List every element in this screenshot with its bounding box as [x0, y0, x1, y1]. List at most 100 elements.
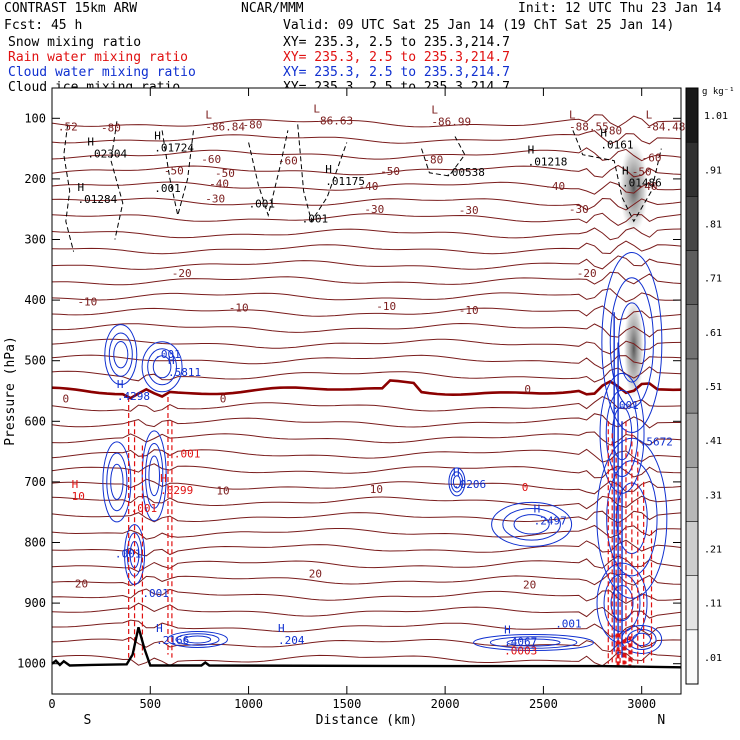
temperature-label: 20: [75, 578, 88, 591]
extremum-marker: H: [600, 127, 607, 140]
isotherm: [51, 510, 682, 524]
y-tick-label: 100: [24, 111, 46, 125]
isotherm: [51, 197, 682, 211]
x-end-label-south: S: [83, 713, 91, 728]
extremum-marker: H: [160, 472, 167, 485]
temperature-label: -10: [376, 300, 396, 313]
cloud-water-contour: [106, 452, 128, 512]
extremum-marker: H: [528, 144, 535, 157]
isotherm: [51, 240, 682, 255]
cloud-water-contour: [506, 638, 561, 647]
extremum-marker: L: [431, 104, 438, 117]
isotherm: [51, 478, 682, 495]
extremum-value: -86.99: [431, 116, 471, 129]
extremum-value: .4298: [117, 390, 150, 403]
cloud-water-contour: [450, 471, 464, 493]
colorbar-cell: [685, 141, 699, 197]
x-tick-label: 1000: [234, 697, 263, 711]
extremum-marker: L: [205, 108, 212, 121]
extremum-value: .001: [555, 617, 582, 630]
isotherm: [51, 271, 682, 286]
y-tick-label: 900: [24, 596, 46, 610]
extremum-marker: H: [278, 622, 285, 635]
field-label-cloud-water: Cloud water mixing ratio: [8, 65, 196, 80]
colorbar-cell: [685, 196, 699, 251]
colorbar-cell: [685, 358, 699, 414]
isotherm: [51, 651, 682, 667]
model-title: CONTRAST 15km ARW: [4, 1, 138, 16]
y-tick-label: 400: [24, 293, 46, 307]
isotherm: [51, 413, 681, 429]
y-tick-label: 300: [24, 233, 46, 247]
colorbar-tick-label: 1.01: [704, 111, 728, 122]
cloud-water-contours: [102, 252, 668, 658]
extremum-value: .0003: [504, 645, 537, 658]
snow-contour: [248, 130, 289, 218]
isotherm: [51, 602, 682, 622]
temperature-label: -20: [577, 267, 597, 280]
init-time: Init: 12 UTC Thu 23 Jan 14: [518, 1, 722, 16]
cloud-water-contour: [145, 442, 164, 509]
cloud-water-contour: [141, 341, 183, 393]
snow-contours: [63, 121, 662, 252]
extremum-value: .02304: [87, 148, 127, 161]
colorbar-cell: [685, 304, 699, 360]
field-xy-rain: XY= 235.3, 2.5 to 235.3,214.7: [283, 50, 510, 65]
cloud-water-contour: [102, 441, 132, 523]
temperature-label: -60: [201, 153, 221, 166]
extremum-value: .0299: [160, 484, 193, 497]
colorbar-tick-label: .71: [704, 274, 722, 285]
snow-contour: [110, 121, 124, 240]
y-axis-label: Pressure (hPa): [3, 336, 18, 446]
zero-isotherm: [51, 379, 682, 400]
isotherm: [51, 431, 682, 446]
terrain-line: [51, 626, 682, 669]
x-tick-label: 2500: [529, 697, 558, 711]
isotherm: [51, 588, 682, 604]
snow-contour: [63, 124, 75, 252]
colorbar-unit: g kg⁻¹: [702, 87, 735, 97]
isotherm: [51, 255, 682, 270]
colorbar-tick-label: .31: [704, 490, 722, 501]
cloud-water-contour: [473, 633, 595, 651]
y-tick-label: 700: [24, 475, 46, 489]
extremum-value: .01175: [325, 175, 365, 188]
cloud-water-contour: [632, 632, 651, 647]
isotherm: [51, 212, 682, 226]
temperature-label: -80: [101, 121, 121, 134]
extremum-value: .2166: [156, 634, 189, 647]
temperature-label: 0: [524, 383, 531, 396]
extremum-value: .00538: [445, 166, 485, 179]
temperature-label: -30: [459, 204, 479, 217]
extremum-value: -88.55: [569, 120, 609, 133]
cloud-water-contour: [609, 277, 654, 408]
extremum-marker: L: [569, 108, 576, 121]
extremum-marker: H: [156, 622, 163, 635]
colorbar-frame: [685, 87, 699, 685]
extremum-marker: L: [313, 102, 320, 115]
temperature-label: -40: [545, 180, 565, 193]
extremum-value: .204: [278, 634, 305, 647]
temperature-label: -50: [632, 166, 652, 179]
temperature-label: 20: [309, 567, 322, 580]
isotherm: [51, 636, 682, 653]
colorbar-tick-label: .81: [704, 219, 722, 230]
x-axis-label: Distance (km): [316, 713, 418, 728]
temperature-label: -60: [642, 152, 662, 165]
isotherm: [51, 130, 682, 145]
isotherm: [51, 555, 682, 573]
extremum-marker: H: [534, 502, 541, 515]
extremum-marker: H: [117, 378, 124, 391]
extremum-value: .0206: [453, 478, 486, 491]
rain-water-contours: [128, 397, 653, 667]
colorbar-cell: [685, 521, 699, 576]
cloud-ice-shade: [619, 142, 648, 233]
temperature-label: -50: [380, 165, 400, 178]
isotherm: [51, 572, 682, 586]
field-xy-cloud-water: XY= 235.3, 2.5 to 235.3,214.7: [283, 65, 510, 80]
extremum-value: .2497: [534, 514, 567, 527]
x-tick-label: 500: [139, 697, 161, 711]
extremum-value: 10: [72, 490, 85, 503]
